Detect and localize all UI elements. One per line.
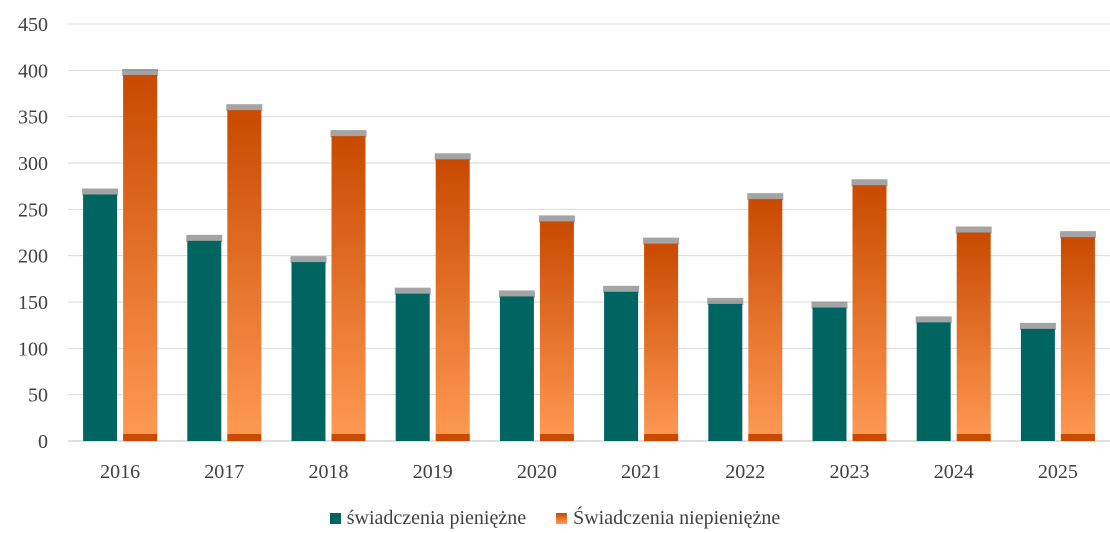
bar-shadow	[290, 256, 327, 264]
legend-item-cash: świadczenia pieniężne	[329, 506, 527, 530]
y-tick-label: 250	[18, 199, 48, 221]
y-tick-label: 450	[18, 14, 48, 36]
bar-cash-2022	[708, 303, 743, 441]
bar-noncash-2020	[539, 221, 574, 441]
bar-cash-2021	[604, 291, 639, 441]
x-tick-label: 2017	[204, 461, 244, 483]
bar-chart: 0 50 100 150 200 250 300 350 400 450 2016 2017 2018…	[18, 14, 1110, 483]
x-tick-label: 2020	[517, 461, 557, 483]
x-tick-label: 2021	[621, 461, 661, 483]
bar-shadow	[498, 290, 535, 298]
x-tick-label: 2022	[725, 461, 765, 483]
bar-noncash-2018	[331, 136, 366, 442]
x-tick-label: 2019	[413, 461, 453, 483]
y-tick-label: 350	[18, 107, 48, 129]
legend-item-noncash: Świadczenia niepieniężne	[556, 507, 780, 530]
bar-noncash-2017	[227, 110, 262, 442]
y-tick-label: 50	[28, 385, 48, 407]
bar-shadow	[330, 130, 367, 138]
bar-cash-2025	[1020, 328, 1055, 441]
y-axis: 0 50 100 150 200 250 300 350 400 450	[18, 14, 48, 453]
bar-shadow	[394, 287, 431, 295]
bar-shadow	[1059, 231, 1096, 239]
bar-base-stub	[852, 434, 887, 441]
bar-noncash-2019	[435, 159, 470, 441]
bar-cash-2024	[916, 322, 951, 441]
bar-shadow	[851, 179, 888, 187]
legend-label-noncash: Świadczenia niepieniężne	[573, 506, 781, 529]
x-tick-label: 2023	[830, 461, 870, 483]
bar-cash-2020	[499, 296, 534, 441]
bar-shadow	[122, 68, 159, 76]
y-tick-label: 400	[18, 60, 48, 82]
bar-shadow	[707, 297, 744, 305]
legend-swatch-cash	[329, 512, 341, 524]
bar-base-stub	[435, 434, 470, 441]
bar-shadow	[434, 153, 471, 161]
bar-shadow	[811, 301, 848, 309]
bar-noncash-2025	[1060, 237, 1095, 441]
bar-shadow	[955, 226, 992, 234]
bar-base-stub	[644, 434, 679, 441]
legend-label-cash: świadczenia pieniężne	[346, 506, 527, 529]
bar-noncash-2023	[852, 185, 887, 441]
bar-shadow	[747, 193, 784, 201]
bar-noncash-2021	[644, 243, 679, 441]
gridlines	[68, 23, 1110, 442]
bar-noncash-2016	[123, 74, 158, 441]
y-tick-label: 150	[18, 292, 48, 314]
bar-base-stub	[123, 434, 158, 441]
bar-base-stub	[1060, 434, 1095, 441]
bar-shadow	[643, 237, 680, 245]
bar-shadow	[82, 188, 119, 196]
y-tick-label: 100	[18, 338, 48, 360]
bar-cash-2016	[83, 194, 118, 441]
x-tick-label: 2024	[934, 461, 974, 483]
bar-base-stub	[539, 434, 574, 441]
bar-shadow	[915, 316, 952, 324]
bar-base-stub	[748, 434, 783, 441]
bar-noncash-2024	[956, 232, 991, 441]
bars	[82, 68, 1096, 442]
bar-shadow	[186, 234, 223, 242]
bar-shadow	[226, 104, 263, 112]
y-tick-label: 200	[18, 246, 48, 268]
x-axis: 2016 2017 2018 2019 2020 2021 2022 2023 2024 2025	[100, 461, 1078, 483]
y-tick-label: 0	[38, 431, 48, 453]
bar-shadow	[1019, 322, 1056, 330]
bar-shadow	[538, 215, 575, 223]
bar-noncash-2022	[748, 199, 783, 441]
bar-cash-2018	[291, 262, 326, 441]
bar-shadow	[603, 285, 640, 293]
bar-base-stub	[227, 434, 262, 441]
x-tick-label: 2016	[100, 461, 140, 483]
bar-cash-2017	[187, 240, 222, 441]
y-tick-label: 300	[18, 153, 48, 175]
bar-base-stub	[956, 434, 991, 441]
legend-swatch-noncash	[556, 512, 568, 524]
bar-cash-2023	[812, 307, 847, 441]
bar-base-stub	[331, 434, 366, 441]
legend: świadczenia pieniężne Świadczenia niepie…	[0, 503, 1110, 533]
x-tick-label: 2018	[309, 461, 349, 483]
bar-cash-2019	[395, 293, 430, 441]
x-tick-label: 2025	[1038, 461, 1078, 483]
